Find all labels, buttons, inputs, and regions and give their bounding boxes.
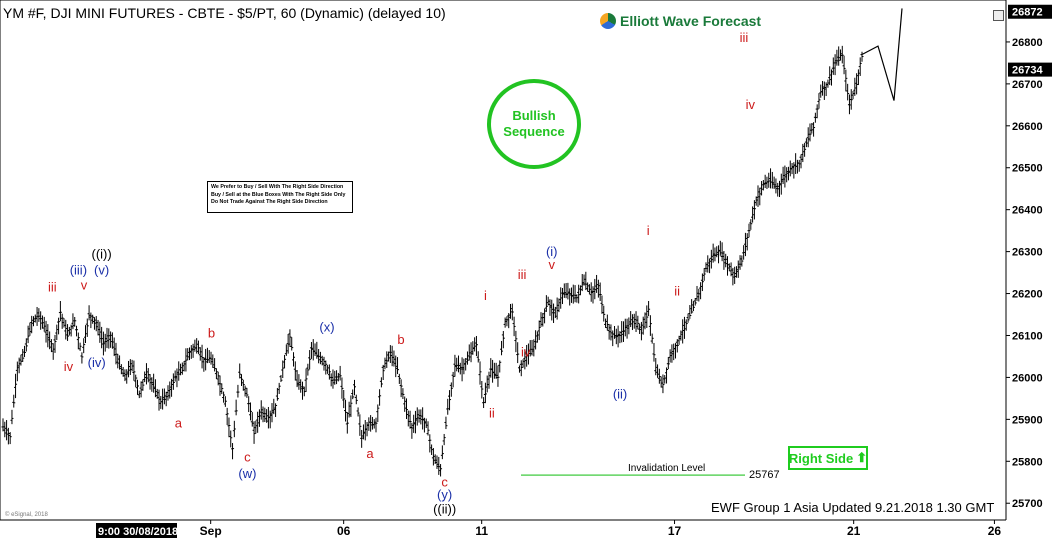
wave-label: c — [244, 449, 251, 464]
x-tick-label: 11 — [475, 524, 488, 538]
y-tick-label: 26000 — [1012, 372, 1043, 384]
wave-label: (iv) — [88, 355, 106, 370]
up-arrow-icon: ⬆ — [856, 450, 868, 465]
y-tick-label: 26400 — [1012, 205, 1043, 217]
wave-label: (v) — [94, 263, 109, 278]
y-tick-label: 25800 — [1012, 456, 1043, 468]
wave-label: (iii) — [70, 263, 87, 278]
wave-label: ((ii)) — [433, 502, 456, 517]
logo: Elliott Wave Forecast — [600, 13, 761, 29]
wave-label: (y) — [437, 487, 452, 502]
wave-label: (ii) — [613, 386, 627, 401]
wave-label: iv — [521, 344, 531, 359]
current-price-label: 26734 — [1012, 65, 1043, 77]
footer-update: EWF Group 1 Asia Updated 9.21.2018 1.30 … — [711, 500, 995, 515]
price-bars — [1, 45, 864, 477]
y-tick-label: 26700 — [1012, 79, 1043, 91]
y-tick-label: 26800 — [1012, 37, 1043, 49]
note-line: Do Not Trade Against The Right Side Dire… — [211, 199, 328, 206]
logo-icon — [600, 13, 616, 29]
wave-label: ((i)) — [92, 247, 112, 262]
wave-label: v — [548, 257, 555, 272]
y-tick-label: 26100 — [1012, 330, 1043, 342]
bullish-line1: Bullish — [512, 108, 556, 124]
start-date-label: 9:00 30/08/2018 — [98, 526, 178, 538]
y-tick-label: 25700 — [1012, 498, 1043, 510]
note-line: Buy / Sell at the Blue Boxes With The Ri… — [211, 191, 346, 198]
wave-label: i — [647, 223, 650, 238]
menu-icon[interactable] — [993, 10, 1004, 21]
y-tick-label: 26300 — [1012, 247, 1043, 259]
wave-label: b — [208, 326, 215, 341]
x-tick-label: 21 — [847, 524, 861, 538]
wave-label: b — [397, 332, 404, 347]
wave-label: iv — [746, 97, 756, 112]
last-price-label: 26872 — [1012, 7, 1043, 19]
invalidation-label: Invalidation Level — [628, 463, 705, 474]
wave-label: c — [441, 474, 448, 489]
price-axis — [1006, 0, 1054, 540]
note-line: We Prefer to Buy / Sell With The Right S… — [211, 184, 344, 190]
y-tick-label: 26500 — [1012, 163, 1043, 175]
bullish-sequence-badge: Bullish Sequence — [487, 79, 581, 169]
wave-label: iii — [48, 279, 57, 294]
wave-label: ii — [489, 405, 495, 420]
projection-path — [861, 8, 903, 101]
x-tick-label: 06 — [337, 524, 351, 538]
wave-label: iii — [518, 267, 527, 282]
start-date-tag — [96, 523, 177, 538]
right-side-badge: Right Side ⬆ — [788, 446, 868, 470]
last-price-tag — [1008, 4, 1052, 19]
wave-label: iii — [740, 30, 749, 45]
current-price-tag — [1008, 62, 1052, 77]
chart-title: YM #F, DJI MINI FUTURES - CBTE - $5/PT, … — [3, 5, 446, 21]
y-tick-label: 25900 — [1012, 414, 1043, 426]
trading-note: We Prefer to Buy / Sell With The Right S… — [207, 181, 353, 213]
wave-label: (x) — [319, 319, 334, 334]
wave-label: (w) — [238, 466, 256, 481]
y-tick-label: 26200 — [1012, 289, 1043, 301]
copyright-text: © eSignal, 2018 — [5, 511, 48, 518]
bullish-line2: Sequence — [503, 124, 565, 139]
wave-label: iv — [64, 359, 74, 374]
wave-label: i — [484, 288, 487, 303]
wave-label: a — [175, 416, 183, 431]
logo-text: Elliott Wave Forecast — [620, 13, 762, 29]
y-tick-label: 26600 — [1012, 121, 1043, 133]
wave-label: ii — [674, 284, 680, 299]
right-side-label: Right Side — [788, 450, 854, 466]
wave-label: (i) — [546, 244, 558, 259]
x-tick-label: Sep — [200, 524, 222, 538]
x-tick-label: 17 — [668, 524, 682, 538]
x-tick-label: 26 — [988, 524, 1002, 538]
wave-label: a — [366, 446, 374, 461]
wave-label: v — [81, 277, 88, 292]
invalidation-value: 25767 — [749, 469, 780, 481]
